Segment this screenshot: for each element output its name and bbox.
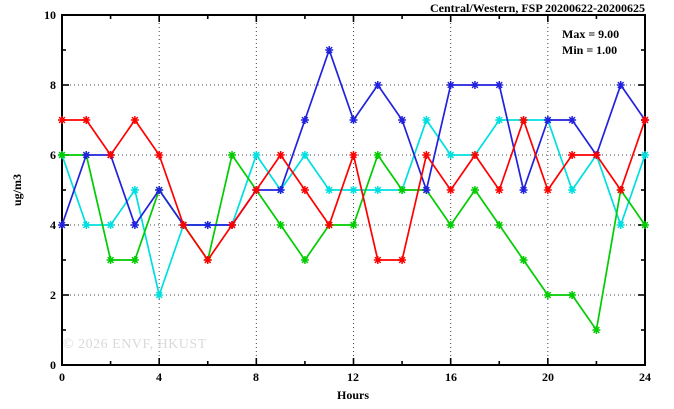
max-value-label: Max = 9.00 [562, 27, 620, 41]
y-tick-label-4: 4 [50, 218, 56, 232]
series-red-markers [58, 116, 649, 264]
x-tick-label-16: 16 [445, 370, 457, 384]
chart-title: Central/Western, FSP 20200622-20200625 [430, 1, 645, 15]
series-blue-line [61, 47, 646, 227]
y-tick-label-0: 0 [50, 358, 56, 372]
x-tick-label-4: 4 [156, 370, 162, 384]
watermark: © 2026 ENVF, HKUST [63, 337, 207, 352]
stats-annotation: Max = 9.00 Min = 1.00 [562, 26, 619, 58]
x-tick-label-8: 8 [253, 370, 259, 384]
x-axis-label: Hours [336, 388, 369, 402]
x-tick-label-24: 24 [639, 370, 651, 384]
y-tick-label-2: 2 [50, 288, 56, 302]
min-value-label: Min = 1.00 [562, 43, 618, 57]
x-tick-label-0: 0 [59, 370, 65, 384]
x-tick-label-12: 12 [347, 370, 359, 384]
y-tick-label-10: 10 [44, 8, 56, 22]
y-tick-label-6: 6 [50, 148, 56, 162]
y-tick-label-8: 8 [50, 78, 56, 92]
x-tick-label-20: 20 [542, 370, 554, 384]
